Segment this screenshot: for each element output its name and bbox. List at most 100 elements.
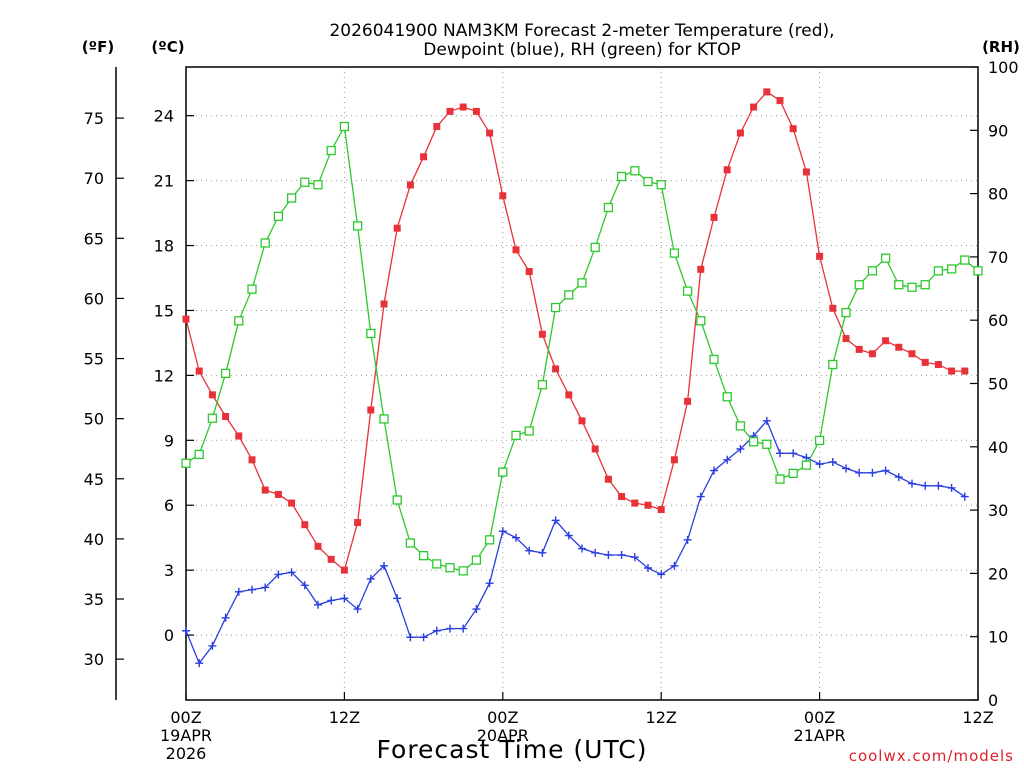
2-meter-temperature-point bbox=[895, 343, 903, 351]
rh-point bbox=[418, 551, 429, 561]
rh-point bbox=[722, 392, 732, 402]
rh-point bbox=[432, 559, 442, 569]
dewpoint-point bbox=[842, 464, 850, 473]
x-tick-label: 21APR bbox=[794, 726, 846, 745]
dewpoint-point bbox=[947, 483, 956, 492]
dewpoint-point bbox=[644, 563, 652, 572]
2-meter-temperature-point bbox=[697, 265, 705, 273]
rh-point bbox=[775, 474, 785, 484]
rh-tick-label: 70 bbox=[988, 248, 1008, 267]
dewpoint-point bbox=[802, 453, 811, 462]
2-meter-temperature-point bbox=[934, 361, 942, 369]
rh-point bbox=[960, 255, 970, 265]
rh-point bbox=[828, 359, 838, 370]
dewpoint-point bbox=[855, 468, 864, 477]
rh-point bbox=[854, 280, 864, 290]
rh-point bbox=[814, 435, 825, 446]
celsius-tick-label: 18 bbox=[154, 237, 174, 256]
2-meter-temperature-point bbox=[657, 506, 665, 514]
2-meter-temperature-point bbox=[393, 224, 401, 232]
dewpoint-point bbox=[274, 570, 283, 579]
rh-unit-label: (RH) bbox=[982, 38, 1020, 56]
rh-point bbox=[300, 177, 310, 187]
dewpoint-point bbox=[512, 533, 520, 542]
rh-point bbox=[735, 421, 746, 431]
2-meter-temperature-point bbox=[842, 335, 850, 343]
dewpoint-point bbox=[604, 551, 613, 560]
celsius-tick-label: 9 bbox=[164, 431, 174, 450]
rh-point bbox=[973, 266, 983, 276]
dewpoint-point bbox=[723, 455, 732, 464]
rh-point bbox=[841, 307, 851, 318]
series bbox=[181, 88, 983, 668]
2-meter-temperature-point bbox=[868, 350, 876, 358]
rh-tick-label: 90 bbox=[988, 121, 1008, 140]
fahrenheit-tick-label: 70 bbox=[84, 169, 104, 188]
x-tick-label: 00Z bbox=[170, 708, 201, 727]
rh-point bbox=[748, 437, 759, 447]
rh-point bbox=[907, 282, 917, 292]
dewpoint-point bbox=[261, 583, 270, 592]
2-meter-temperature-point bbox=[776, 97, 784, 105]
celsius-unit-label: (ºC) bbox=[151, 38, 184, 56]
celsius-tick-label: 3 bbox=[164, 561, 174, 580]
dewpoint-point bbox=[538, 548, 547, 557]
dewpoint-point bbox=[564, 531, 573, 540]
dewpoint-point bbox=[366, 574, 375, 583]
2-meter-temperature-point bbox=[644, 501, 652, 509]
2-meter-temperature-point bbox=[486, 129, 494, 137]
x-tick-label: 00Z bbox=[804, 708, 835, 727]
rh-point bbox=[471, 555, 482, 565]
dewpoint-point bbox=[393, 594, 402, 603]
fahrenheit-tick-label: 50 bbox=[84, 410, 104, 429]
rh-point bbox=[234, 316, 244, 326]
rh-point bbox=[762, 439, 772, 449]
rh-point bbox=[194, 449, 204, 460]
rh-point bbox=[458, 566, 468, 576]
dewpoint-point bbox=[815, 460, 824, 469]
rh-point bbox=[326, 145, 336, 156]
dewpoint-point bbox=[710, 466, 718, 475]
dewpoint-point bbox=[406, 633, 415, 642]
dewpoint-point bbox=[287, 568, 296, 577]
dewpoint-point bbox=[762, 416, 771, 425]
fahrenheit-tick-label: 45 bbox=[84, 470, 104, 489]
rh-tick-label: 20 bbox=[988, 564, 1008, 583]
dewpoint-point bbox=[380, 561, 388, 570]
dewpoint-point bbox=[432, 626, 441, 635]
celsius-tick-label: 24 bbox=[154, 107, 174, 126]
fahrenheit-tick-label: 35 bbox=[84, 590, 104, 609]
2-meter-temperature-point bbox=[789, 125, 797, 133]
dewpoint-point bbox=[921, 481, 930, 490]
rh-point bbox=[220, 368, 231, 379]
dewpoint-point bbox=[670, 561, 679, 570]
chart-title-line-2: Dewpoint (blue), RH (green) for KTOP bbox=[423, 40, 740, 60]
rh-tick-label: 10 bbox=[988, 628, 1008, 647]
2-meter-temperature-point bbox=[274, 490, 282, 498]
rh-point bbox=[273, 211, 284, 222]
dewpoint-point bbox=[327, 596, 336, 605]
rh-tick-label: 40 bbox=[988, 438, 1008, 457]
dewpoint-point bbox=[208, 641, 217, 650]
rh-point bbox=[392, 495, 402, 505]
2-meter-temperature-point bbox=[908, 350, 916, 358]
2-meter-temperature-point bbox=[591, 445, 599, 453]
rh-point bbox=[946, 264, 957, 274]
dewpoint-point bbox=[696, 492, 705, 501]
dewpoint-point bbox=[617, 551, 626, 560]
2-meter-temperature-point bbox=[459, 103, 467, 111]
2-meter-temperature-line bbox=[185, 91, 965, 572]
2-meter-temperature-point bbox=[367, 406, 375, 414]
2-meter-temperature-point bbox=[750, 103, 758, 111]
rh-point bbox=[867, 266, 878, 276]
2-meter-temperature-point bbox=[538, 330, 546, 338]
rh-point bbox=[550, 302, 561, 313]
2-meter-temperature-point bbox=[829, 304, 837, 312]
2-meter-temperature-point bbox=[710, 213, 718, 221]
fahrenheit-tick-label: 60 bbox=[84, 289, 104, 308]
rh-point bbox=[339, 121, 350, 132]
dewpoint-point bbox=[894, 473, 903, 482]
celsius-tick-label: 12 bbox=[154, 366, 174, 385]
